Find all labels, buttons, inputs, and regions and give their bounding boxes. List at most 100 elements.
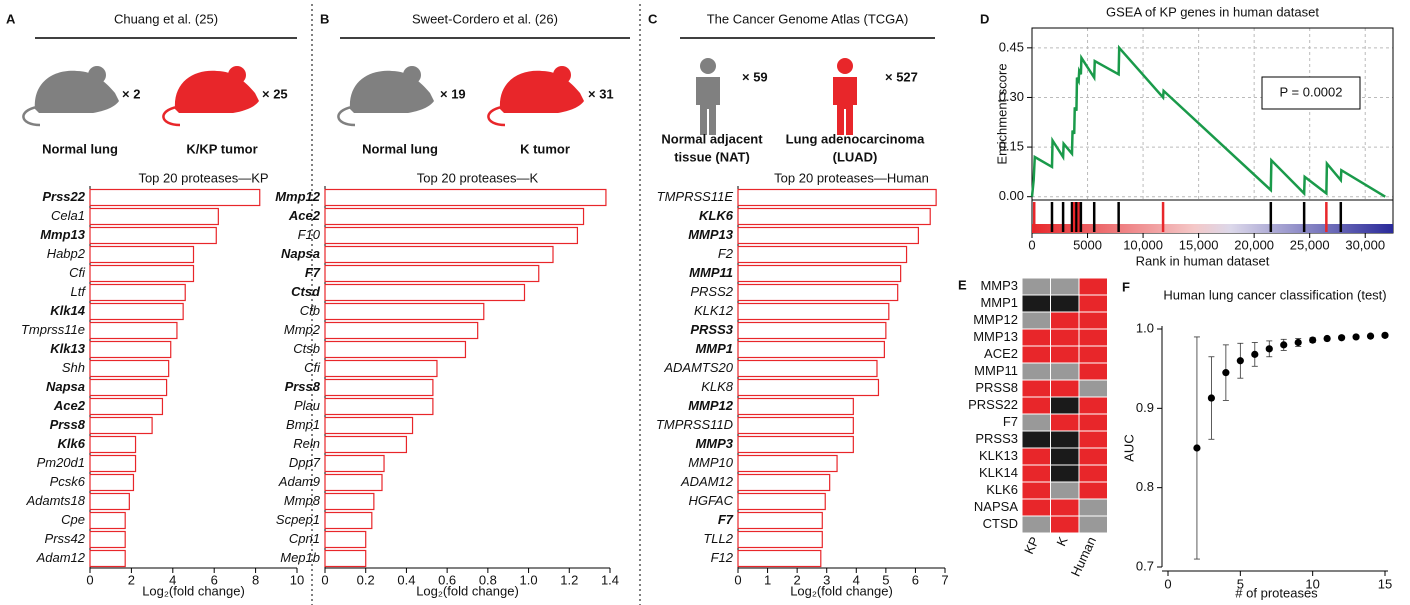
heatmap-cell — [1079, 312, 1108, 329]
point — [1295, 339, 1302, 346]
bar — [325, 494, 374, 510]
mouse-icon — [350, 71, 434, 113]
bar — [325, 551, 366, 567]
row-label: MMP11 — [974, 363, 1018, 378]
column-label: Human — [1068, 534, 1099, 578]
y-tick-label: 0.45 — [999, 39, 1024, 54]
category-label: Dpp7 — [289, 455, 321, 470]
bar — [90, 380, 167, 396]
heatmap-cell — [1051, 465, 1080, 482]
category-label: Cpe — [61, 512, 85, 527]
heatmap-cell — [1051, 414, 1080, 431]
category-label: PRSS3 — [690, 322, 733, 337]
heatmap-cell — [1022, 414, 1051, 431]
heatmap-cell — [1022, 380, 1051, 397]
category-label: Adamts18 — [25, 493, 85, 508]
source-label: Sweet-Cordero et al. (26) — [412, 11, 558, 26]
heatmap-cell — [1022, 363, 1051, 380]
bar — [325, 247, 553, 263]
person-head — [837, 58, 853, 74]
point — [1266, 345, 1273, 352]
heatmap-cell — [1051, 431, 1080, 448]
heatmap-cell — [1079, 499, 1108, 516]
heatmap-cell — [1051, 380, 1080, 397]
bar — [90, 551, 125, 567]
heatmap-cell — [1079, 431, 1108, 448]
group-label: Normal lung — [362, 141, 438, 156]
category-label: MMP1 — [695, 341, 733, 356]
panel-label: F — [1122, 279, 1130, 294]
enrichment-line — [1032, 48, 1385, 197]
bar — [325, 209, 584, 225]
category-label: Cfi — [69, 265, 86, 280]
x-tick-label: 15 — [1378, 576, 1392, 591]
category-label: MMP3 — [695, 436, 733, 451]
heatmap-cell — [1051, 363, 1080, 380]
x-tick-label: 1.2 — [560, 572, 578, 587]
bar — [738, 532, 822, 548]
bar — [738, 475, 830, 491]
category-label: Napsa — [281, 246, 320, 261]
heatmap-cell — [1022, 499, 1051, 516]
bar — [90, 190, 260, 206]
bar — [325, 361, 437, 377]
row-label: F7 — [1003, 414, 1018, 429]
bar — [738, 285, 898, 301]
bar — [738, 380, 878, 396]
category-label: Cela1 — [51, 208, 85, 223]
bar — [325, 304, 484, 320]
heatmap-cell — [1079, 397, 1108, 414]
x-tick-label: 0 — [1028, 237, 1035, 252]
bar — [738, 513, 822, 529]
person-body — [833, 77, 857, 135]
heatmap-cell — [1051, 499, 1080, 516]
group-count: × 31 — [588, 86, 614, 101]
bar — [90, 209, 218, 225]
row-label: PRSS22 — [968, 397, 1018, 412]
category-label: Ace2 — [288, 208, 321, 223]
category-label: Adam9 — [278, 474, 320, 489]
bar — [90, 361, 169, 377]
x-tick-label: 0.2 — [357, 572, 375, 587]
category-label: Reln — [293, 436, 320, 451]
bar — [325, 437, 406, 453]
category-label: F2 — [718, 246, 734, 261]
heatmap-cell — [1022, 431, 1051, 448]
category-label: Klk13 — [50, 341, 85, 356]
bar — [90, 418, 152, 434]
group-count: × 19 — [440, 86, 466, 101]
heatmap-cell — [1079, 482, 1108, 499]
point — [1309, 337, 1316, 344]
category-label: F7 — [305, 265, 321, 280]
bar — [90, 494, 129, 510]
row-label: KLK6 — [986, 482, 1018, 497]
heatmap-cell — [1051, 278, 1080, 295]
rank-gradient — [1032, 224, 1393, 233]
mouse-icon — [35, 71, 119, 113]
heatmap-cell — [1079, 465, 1108, 482]
category-label: Cfb — [300, 303, 320, 318]
category-label: Cfi — [304, 360, 321, 375]
x-tick-label: 30,000 — [1345, 237, 1385, 252]
bar — [738, 247, 907, 263]
category-label: F10 — [298, 227, 321, 242]
category-label: Prss8 — [50, 417, 86, 432]
point — [1237, 357, 1244, 364]
point — [1324, 335, 1331, 342]
heatmap-cell — [1022, 465, 1051, 482]
heatmap-cell — [1051, 346, 1080, 363]
mouse-ear — [403, 66, 421, 84]
row-label: NAPSA — [974, 499, 1018, 514]
heatmap-cell — [1079, 278, 1108, 295]
category-label: Adam12 — [36, 550, 86, 565]
category-label: Klk6 — [58, 436, 86, 451]
heatmap-cell — [1051, 482, 1080, 499]
row-label: ACE2 — [984, 346, 1018, 361]
x-tick-label: 1.0 — [520, 572, 538, 587]
point — [1381, 332, 1388, 339]
heatmap-cell — [1079, 363, 1108, 380]
category-label: Napsa — [46, 379, 85, 394]
category-label: KLK6 — [699, 208, 734, 223]
bar — [738, 323, 886, 339]
chart-title: Top 20 proteases—KP — [138, 170, 268, 185]
